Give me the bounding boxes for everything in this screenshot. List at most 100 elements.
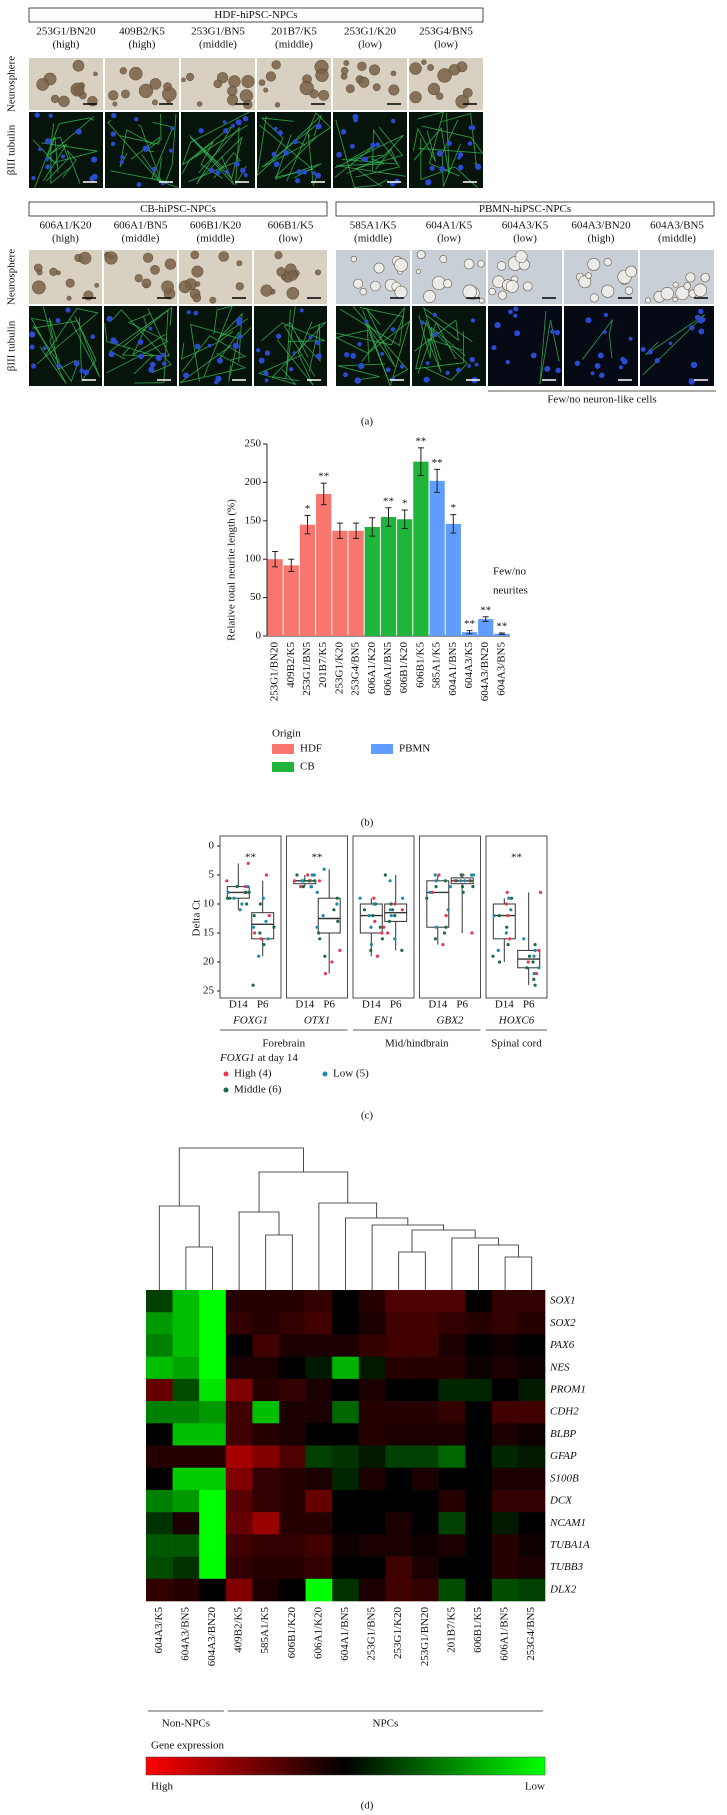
point bbox=[430, 890, 435, 895]
neurite bbox=[36, 308, 99, 365]
neurosphere bbox=[350, 255, 358, 263]
point bbox=[232, 896, 236, 900]
point bbox=[362, 908, 367, 912]
timepoint-label: D14 bbox=[362, 999, 381, 1011]
nucleus bbox=[597, 352, 604, 359]
nucleus bbox=[554, 329, 560, 336]
neurite bbox=[581, 319, 613, 360]
column-label: 253G4/BN5 bbox=[525, 1607, 537, 1661]
point bbox=[444, 914, 448, 918]
colorbar bbox=[145, 1756, 546, 1776]
heat-cell bbox=[518, 1401, 546, 1424]
neurite bbox=[74, 315, 97, 383]
heat-cell bbox=[279, 1534, 306, 1557]
region-label: Mid/hindbrain bbox=[385, 1038, 449, 1050]
heat-cell bbox=[438, 1534, 466, 1557]
heat-cell bbox=[438, 1312, 466, 1335]
neurosphere bbox=[624, 286, 634, 295]
heat-cell bbox=[412, 1489, 439, 1513]
heat-cell bbox=[252, 1378, 280, 1402]
point bbox=[468, 879, 473, 883]
point bbox=[383, 873, 387, 877]
row-label: TUBB3 bbox=[550, 1561, 584, 1573]
nucleus bbox=[222, 120, 227, 124]
nucleus bbox=[668, 341, 673, 346]
nucleus bbox=[494, 322, 501, 329]
heat-cell bbox=[412, 1334, 439, 1357]
nucleus bbox=[688, 378, 695, 385]
neurosphere bbox=[119, 67, 127, 75]
heat-cell bbox=[225, 1489, 253, 1513]
neurite bbox=[189, 135, 243, 181]
timepoint-label: D14 bbox=[295, 999, 314, 1011]
note: Few/no neuron-like cells bbox=[547, 394, 656, 406]
neurosphere bbox=[178, 280, 192, 294]
column-label: 604A1/BN5 bbox=[339, 1607, 351, 1661]
heat-cell bbox=[438, 1401, 466, 1424]
neurite bbox=[32, 318, 101, 378]
group-header-box bbox=[335, 201, 715, 217]
x-tick-label: 604A3/BN20 bbox=[479, 642, 491, 702]
nucleus bbox=[292, 351, 297, 355]
heat-cell bbox=[252, 1312, 280, 1335]
heat-cell bbox=[199, 1534, 227, 1557]
neurite bbox=[354, 126, 404, 187]
neurosphere bbox=[70, 82, 85, 97]
neurosphere bbox=[345, 84, 355, 94]
point bbox=[323, 972, 328, 976]
sample-level: (middle) bbox=[199, 39, 237, 51]
nucleus bbox=[340, 129, 347, 135]
sample-name: 201B7/K5 bbox=[271, 26, 317, 38]
heat-cell bbox=[146, 1512, 173, 1535]
row-label: βIII tubulin bbox=[6, 320, 18, 371]
bar bbox=[299, 524, 316, 636]
heat-cell bbox=[172, 1467, 200, 1491]
column-label: 253G1/BN20 bbox=[419, 1607, 431, 1667]
nucleus bbox=[456, 367, 462, 373]
x-tick-label: 585A1/K5 bbox=[431, 642, 443, 689]
nucleus bbox=[108, 351, 115, 358]
point bbox=[243, 885, 247, 889]
neurosphere bbox=[134, 274, 143, 283]
point bbox=[322, 867, 326, 871]
neurite bbox=[181, 335, 247, 372]
point bbox=[443, 879, 447, 883]
point bbox=[434, 879, 438, 883]
neurosphere bbox=[185, 72, 195, 82]
point bbox=[235, 885, 239, 889]
point bbox=[388, 908, 392, 912]
neurite bbox=[426, 322, 465, 373]
region-label: Spinal cord bbox=[491, 1038, 542, 1050]
heat-cell bbox=[252, 1467, 280, 1491]
heat-cell bbox=[412, 1401, 439, 1424]
heat-cell bbox=[172, 1312, 200, 1335]
neurite bbox=[217, 331, 240, 382]
nucleus bbox=[111, 113, 117, 119]
heat-cell bbox=[146, 1356, 173, 1380]
nucleus bbox=[142, 145, 150, 152]
point bbox=[471, 885, 475, 889]
heat-cell bbox=[491, 1356, 519, 1380]
neurosphere bbox=[462, 284, 477, 300]
nucleus bbox=[138, 353, 144, 360]
nucleus bbox=[289, 367, 294, 372]
nucleus bbox=[79, 368, 85, 374]
facet bbox=[419, 835, 481, 999]
gene-label: OTX1 bbox=[304, 1015, 330, 1027]
heat-cell bbox=[279, 1423, 306, 1446]
point bbox=[315, 890, 319, 895]
point bbox=[446, 908, 450, 912]
heat-cell bbox=[252, 1534, 280, 1557]
heat-cell bbox=[491, 1489, 519, 1513]
nucleus bbox=[183, 372, 190, 379]
group-label: NPCs bbox=[373, 1718, 399, 1730]
heat-cell bbox=[305, 1401, 333, 1424]
neurite bbox=[334, 329, 370, 363]
neurosphere bbox=[274, 251, 283, 260]
point bbox=[393, 914, 397, 918]
nucleus bbox=[550, 329, 555, 334]
nucleus bbox=[34, 112, 40, 118]
point bbox=[533, 983, 537, 987]
point bbox=[252, 914, 256, 918]
heat-cell bbox=[279, 1512, 306, 1535]
